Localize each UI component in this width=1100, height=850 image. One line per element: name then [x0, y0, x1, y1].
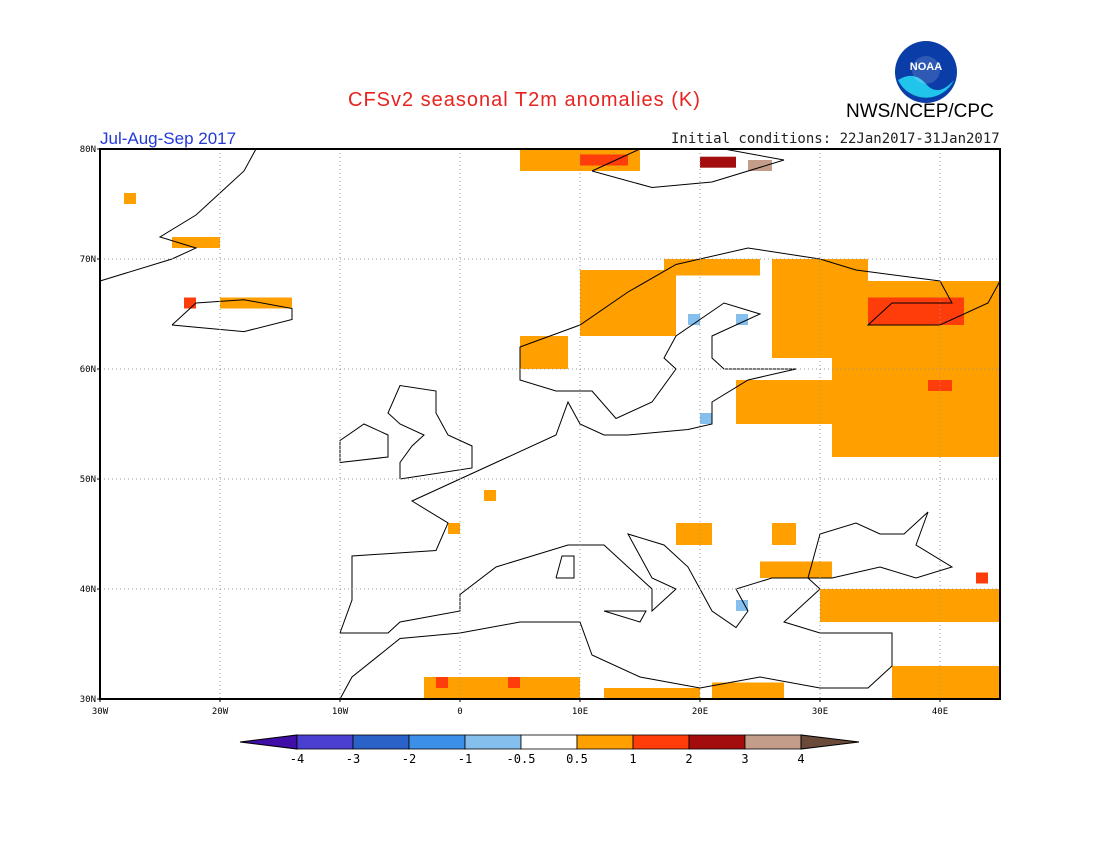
coastlines [99, 148, 1001, 700]
colorbar-segment [408, 734, 466, 750]
colorbar-segment [744, 734, 802, 750]
anomaly-cell [736, 600, 748, 611]
map-title: CFSv2 seasonal T2m anomalies (K) [348, 89, 701, 111]
anomaly-cell [184, 297, 196, 309]
anomaly-cell [736, 314, 748, 325]
colorbar-tick-label: -1 [458, 752, 472, 766]
colorbar-segment [688, 734, 746, 750]
coastline [603, 610, 647, 623]
initial-conditions-label: Initial conditions: 22Jan2017-31Jan2017 [671, 131, 1000, 147]
lon-tick-label: 10E [572, 707, 588, 717]
colorbar-tick-label: -2 [402, 752, 416, 766]
anomaly-cell [676, 523, 712, 545]
anomaly-cell [976, 572, 988, 584]
coastline [807, 511, 954, 579]
anomaly-cell [736, 380, 832, 424]
lat-tick-label: 80N [80, 145, 96, 155]
anomaly-cell [124, 193, 136, 204]
anomaly-cell [580, 270, 676, 336]
anomaly-cell [448, 523, 460, 534]
lat-tick-label: 50N [80, 475, 96, 485]
lat-tick-label: 30N [80, 695, 96, 705]
coastline [339, 423, 389, 463]
anomaly-cell [520, 336, 568, 369]
anomaly-cell [820, 589, 1000, 622]
colorbar-tick-label: -4 [290, 752, 304, 766]
anomaly-cell [172, 237, 220, 248]
lon-tick-label: 30W [92, 707, 109, 717]
coastline [99, 148, 257, 282]
lon-tick-label: 10W [332, 707, 349, 717]
anomaly-cell [688, 314, 700, 325]
lon-tick-label: 20E [692, 707, 708, 717]
anomaly-cell [604, 688, 700, 699]
coastline [555, 555, 575, 579]
colorbar-tick-label: 1 [629, 752, 636, 766]
coastline [339, 533, 893, 700]
lon-tick-label: 20W [212, 707, 229, 717]
anomaly-cell [700, 413, 712, 424]
anomaly-cell [892, 666, 1000, 699]
colorbar-tick-label: 0.5 [566, 752, 588, 766]
anomaly-cell [868, 297, 964, 325]
anomaly-cells [124, 149, 1000, 699]
noaa-logo-icon: NOAA [895, 41, 957, 103]
lon-tick-label: 30E [812, 707, 828, 717]
coastline [387, 384, 473, 480]
anomaly-cell [424, 677, 580, 699]
colorbar-segment [352, 734, 410, 750]
lat-tick-label: 60N [80, 365, 96, 375]
map-frame [99, 148, 1001, 700]
colorbar-tick-label: 2 [685, 752, 692, 766]
colorbar-arrow-left [239, 734, 298, 750]
noaa-logo-text: NOAA [910, 61, 942, 73]
lon-tick-label: 40E [932, 707, 948, 717]
anomaly-cell [580, 154, 628, 166]
colorbar-segment [520, 734, 578, 750]
colorbar-segment [464, 734, 522, 750]
anomaly-cell [220, 297, 292, 309]
anomaly-cell [712, 682, 784, 699]
anomaly-cell [664, 259, 760, 276]
lat-tick-label: 40N [80, 585, 96, 595]
coastline [339, 247, 1001, 634]
lat-tick-label: 70N [80, 255, 96, 265]
anomaly-cell [436, 677, 448, 688]
colorbar-segment [632, 734, 690, 750]
anomaly-cell [760, 561, 832, 578]
season-label: Jul-Aug-Sep 2017 [100, 129, 237, 148]
anomaly-cell [700, 156, 736, 168]
anomaly-cell [748, 160, 772, 171]
colorbar-tick-label: -3 [346, 752, 360, 766]
colorbar-tick-label: 4 [797, 752, 804, 766]
agency-label: NWS/NCEP/CPC [846, 101, 994, 122]
anomaly-cell [484, 490, 496, 501]
coastline [171, 299, 293, 333]
colorbar-segment [296, 734, 354, 750]
anomaly-cell [508, 677, 520, 688]
anomaly-cell [772, 523, 796, 545]
colorbar-segment [576, 734, 634, 750]
colorbar-arrow-right [800, 734, 860, 750]
colorbar-tick-label: -0.5 [507, 752, 536, 766]
lon-tick-label: 0 [457, 707, 462, 717]
colorbar-tick-label: 3 [741, 752, 748, 766]
